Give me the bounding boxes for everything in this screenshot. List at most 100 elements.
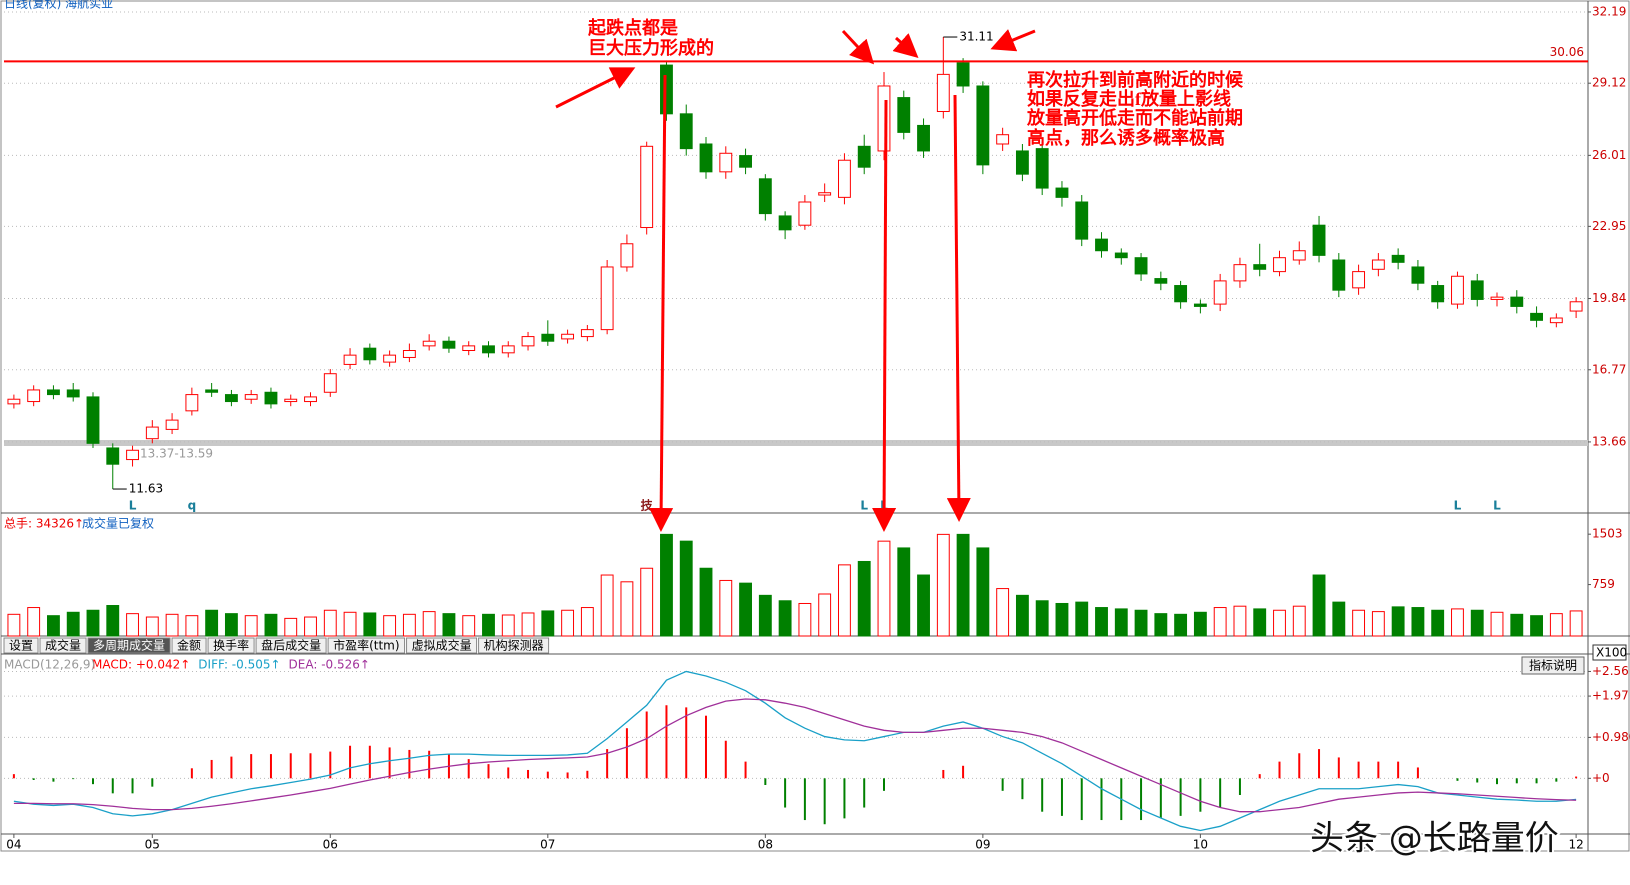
volume-bar [205,609,219,637]
volume-bar [699,567,713,637]
candle-body [1411,266,1425,284]
tab[interactable] [327,637,406,654]
volume-bar [897,547,911,637]
candle-body [1095,238,1108,252]
annotation: 放量高开低走而不能站前期 [1026,107,1243,128]
candle-body [145,426,159,440]
tab-label[interactable]: 多周期成交量 [93,638,165,653]
signal-marker: L [1454,499,1462,513]
volume-bar [1174,613,1188,637]
candle-body [27,389,41,403]
candle-body [1174,285,1188,303]
candle-body [66,389,80,398]
candle-body [86,396,100,444]
volume-bar [660,533,673,637]
volume-bar [27,607,41,637]
candle-body [1233,264,1247,282]
candle-body [343,354,357,365]
x-tick-label: 10 [1193,838,1208,852]
candle-body [838,159,851,198]
volume-bar [818,593,832,637]
volume-bar [1549,613,1563,637]
candle-body [640,145,654,229]
x-tick-label: 04 [6,838,21,852]
volume-bar [343,611,357,637]
signal-marker: 技 [641,498,654,513]
signal-marker: L [1493,499,1501,513]
tab-label[interactable]: 成交量 [45,638,81,653]
candle-body [936,73,950,113]
volume-bar [1253,608,1267,637]
tab[interactable] [171,637,207,654]
x-tick-label: 07 [540,838,555,852]
candle-body [818,192,832,196]
volume-bar [778,600,792,637]
tab[interactable] [87,637,171,654]
y-tick-label: 13.66 [1592,434,1626,448]
volume-bar [561,609,575,637]
volume-bar [877,540,891,637]
candle-body [185,394,199,412]
candle-body [1055,187,1069,198]
min-label: 11.63 [129,482,163,496]
button[interactable] [1521,656,1585,675]
tab-label[interactable]: 金额 [177,638,201,653]
tab[interactable] [3,637,39,654]
frame [0,0,1630,852]
volume-bar [304,616,317,637]
candle-body [580,329,594,338]
volume-bar [224,613,238,637]
candle-body [126,449,139,461]
tab[interactable] [406,637,478,654]
tab-label[interactable]: 虚拟成交量 [412,638,472,653]
candle-body [778,215,792,231]
candle-body [521,336,535,347]
tab-label[interactable]: 设置 [9,639,33,653]
signal-marker: L [860,499,868,513]
y-tick-label: 29.12 [1592,76,1626,90]
signal-marker: q [188,499,197,513]
tab[interactable] [478,637,550,654]
tab-label[interactable]: 市盈率(ttm) [333,638,399,653]
volume-bar [47,615,60,637]
resistance-label: 30.06 [1550,45,1584,59]
volume-bar [66,611,80,637]
candle-body [363,347,377,361]
candle-body [1253,264,1267,270]
volume-bar [1431,609,1445,637]
y-tick-label: 759 [1592,577,1615,591]
candle-body [660,64,673,115]
candle-body [719,152,733,173]
candle-body [1470,280,1484,300]
volume-bar [482,613,495,637]
candle-body [679,113,693,150]
volume-bar [580,607,594,637]
y-tick-label: +0.980 [1592,730,1630,744]
volume-bar [1569,610,1583,637]
candle-body [600,266,614,331]
volume-bar [1075,601,1089,637]
tab-label[interactable]: 机构探测器 [484,638,544,653]
volume-bar [521,612,535,637]
volume-bar [679,540,693,637]
tab-label[interactable]: 盘后成交量 [261,638,321,653]
candle-body [442,340,456,349]
volume-bar [739,582,752,637]
x-tick-label: 09 [975,838,990,852]
candle-body [47,389,60,396]
tab[interactable] [255,637,327,654]
candle-body [1312,224,1326,256]
candle-body [1075,201,1089,240]
button-label[interactable]: 指标说明 [1529,658,1577,673]
tab[interactable] [207,637,255,654]
candle-body [897,97,911,133]
support-band [4,440,1588,446]
tab[interactable] [39,637,87,654]
tab-label[interactable]: 换手率 [213,638,249,653]
volume-bar [976,547,990,637]
x-tick-label: 06 [323,838,338,852]
annotation: 高点，那么诱多概率极高 [1027,127,1225,148]
annotation: 巨大压力形成的 [588,37,714,58]
